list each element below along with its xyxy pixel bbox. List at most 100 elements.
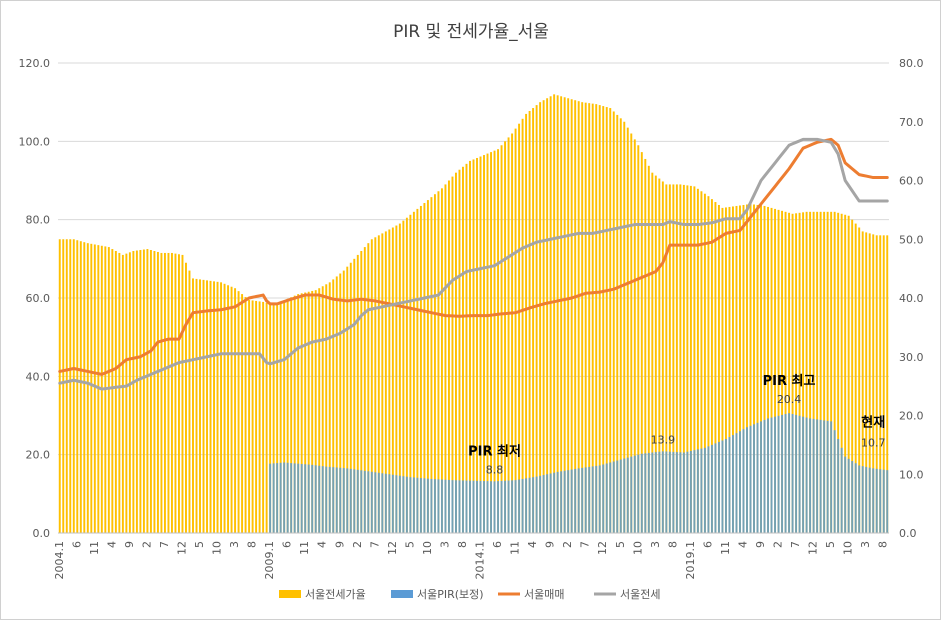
bar-pir: [304, 464, 307, 533]
bar-jeonse-ratio: [577, 101, 580, 533]
bar-jeonse-ratio: [791, 213, 794, 534]
bar-jeonse-ratio: [272, 303, 275, 533]
bar-pir: [339, 467, 342, 533]
bar-pir: [647, 452, 650, 533]
line-series: [58, 137, 889, 391]
bar-pir: [637, 454, 640, 533]
x-tick-label: 5: [403, 541, 416, 548]
bar-jeonse-ratio: [689, 185, 692, 533]
bar-jeonse-ratio: [840, 213, 843, 534]
bar-pir: [612, 461, 615, 533]
x-tick-label: 8: [877, 541, 890, 548]
bar-jeonse-ratio: [139, 250, 142, 533]
bar-jeonse-ratio: [128, 252, 131, 533]
bar-jeonse-ratio: [195, 278, 198, 533]
bar-jeonse-ratio: [479, 156, 482, 533]
y-right-tick-label: 70.0: [899, 116, 924, 129]
bar-jeonse-ratio: [444, 184, 447, 534]
bar-jeonse-ratio: [65, 239, 68, 533]
bar-jeonse-ratio: [325, 284, 328, 533]
bar-jeonse-ratio: [447, 180, 450, 533]
bar-jeonse-ratio: [332, 279, 335, 533]
bar-jeonse-ratio: [703, 193, 706, 533]
bar-jeonse-ratio: [258, 301, 261, 533]
bar-jeonse-ratio: [563, 97, 566, 534]
bar-jeonse-ratio: [609, 108, 612, 533]
bar-pir: [844, 456, 847, 534]
bar-pir: [504, 480, 507, 533]
bar-pir: [525, 478, 528, 533]
bar-jeonse-ratio: [209, 280, 212, 533]
bar-jeonse-ratio: [462, 166, 464, 534]
annotation-value: 13.9: [651, 433, 676, 446]
bar-pir: [623, 458, 626, 533]
bar-jeonse-ratio: [532, 108, 535, 533]
x-tick-label: 12: [386, 541, 399, 555]
bar-jeonse-ratio: [546, 98, 549, 533]
bar-jeonse-ratio: [114, 251, 117, 533]
x-tick-label: 11: [509, 541, 522, 555]
x-tick-label: 3: [859, 541, 872, 548]
bar-jeonse-ratio: [121, 254, 124, 534]
bar-jeonse-ratio: [767, 206, 769, 533]
bar-pir: [865, 466, 868, 533]
bar-pir: [858, 465, 861, 533]
bar-pir: [293, 463, 296, 533]
bar-jeonse-ratio: [570, 99, 573, 533]
bar-jeonse-ratio: [339, 273, 342, 533]
bar-pir: [732, 435, 734, 533]
bar-pir: [661, 451, 664, 533]
bar-jeonse-ratio: [679, 184, 682, 534]
bar-pir: [570, 469, 573, 533]
bar-pir: [770, 417, 773, 533]
y-right-tick-label: 30.0: [899, 351, 924, 364]
bar-jeonse-ratio: [90, 243, 93, 533]
bar-pir: [476, 480, 478, 533]
bar-pir: [560, 471, 563, 533]
bar-jeonse-ratio: [76, 240, 79, 534]
bar-pir: [416, 477, 419, 533]
bar-pir: [542, 475, 545, 533]
bar-jeonse-ratio: [142, 249, 145, 533]
bar-pir: [882, 469, 885, 533]
legend-label: 서울전세: [620, 588, 660, 601]
bar-jeonse-ratio: [213, 281, 215, 533]
bar-pir: [763, 419, 766, 533]
bar-jeonse-ratio: [507, 137, 510, 534]
bar-pir: [507, 480, 510, 533]
bar-jeonse-ratio: [812, 211, 815, 533]
bar-pir: [458, 480, 461, 533]
bar-jeonse-ratio: [416, 208, 419, 533]
bar-pir: [605, 463, 608, 533]
x-tick-label: 2019.1: [684, 541, 697, 580]
bar-jeonse-ratio: [251, 300, 254, 533]
bar-jeonse-ratio: [616, 114, 619, 534]
bar-jeonse-ratio: [872, 234, 875, 533]
bar-jeonse-ratio: [847, 215, 850, 533]
bar-pir: [826, 420, 829, 533]
bar-jeonse-ratio: [598, 105, 601, 533]
bar-pir: [686, 451, 689, 533]
bar-pir: [802, 416, 805, 533]
axes: 0.0 20.0 40.0 60.0 80.0 100.0 120.0 0.0 10.0 20.0…: [19, 57, 924, 580]
bar-jeonse-ratio: [265, 302, 268, 533]
x-tick-label: 5: [193, 541, 206, 548]
bar-jeonse-ratio: [861, 231, 864, 534]
bar-jeonse-ratio: [367, 243, 370, 534]
bar-pir: [546, 474, 549, 533]
bar-pir: [283, 462, 286, 533]
bar-pir: [753, 424, 755, 533]
bar-pir: [318, 465, 321, 533]
bar-pir: [528, 477, 531, 533]
bar-jeonse-ratio: [349, 262, 352, 533]
bar-jeonse-ratio: [581, 102, 584, 534]
bar-jeonse-ratio: [374, 237, 377, 534]
x-tick-label: 8: [666, 541, 679, 548]
bar-jeonse-ratio: [661, 181, 664, 534]
bar-pir: [409, 477, 412, 533]
bar-jeonse-ratio: [602, 106, 605, 533]
annotation-title: PIR 최저: [468, 444, 521, 459]
bar-jeonse-ratio: [188, 270, 191, 533]
bar-pir: [721, 440, 724, 533]
